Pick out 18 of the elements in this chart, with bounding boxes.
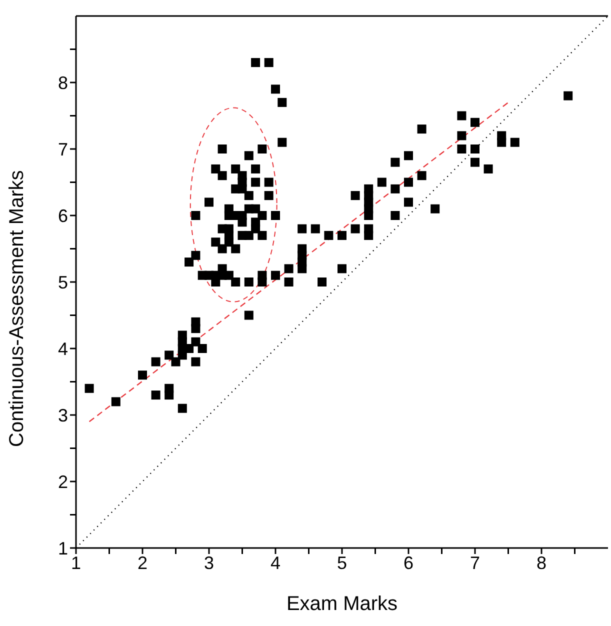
x-tick-label: 5 <box>336 552 348 573</box>
y-tick-label: 3 <box>58 405 68 426</box>
x-tick-label: 4 <box>270 552 281 573</box>
y-tick-label: 4 <box>58 338 68 359</box>
y-tick-label: 2 <box>58 472 68 492</box>
y-tick-label: 7 <box>58 139 68 160</box>
x-axis-title: Exam Marks <box>286 593 398 615</box>
x-tick-label: 8 <box>536 552 547 573</box>
x-tick-label: 6 <box>403 552 414 573</box>
x-tick-label: 3 <box>204 552 214 573</box>
y-axis-title: Continuous-Assessment Marks <box>6 170 28 447</box>
x-tick-label: 7 <box>470 552 480 573</box>
y-tick-label: 5 <box>58 272 68 292</box>
x-tick-label: 1 <box>70 552 82 573</box>
y-tick-label: 8 <box>58 72 68 93</box>
y-tick-label: 1 <box>58 538 68 558</box>
x-tick-label: 2 <box>137 552 148 573</box>
y-tick-label: 6 <box>58 206 68 226</box>
